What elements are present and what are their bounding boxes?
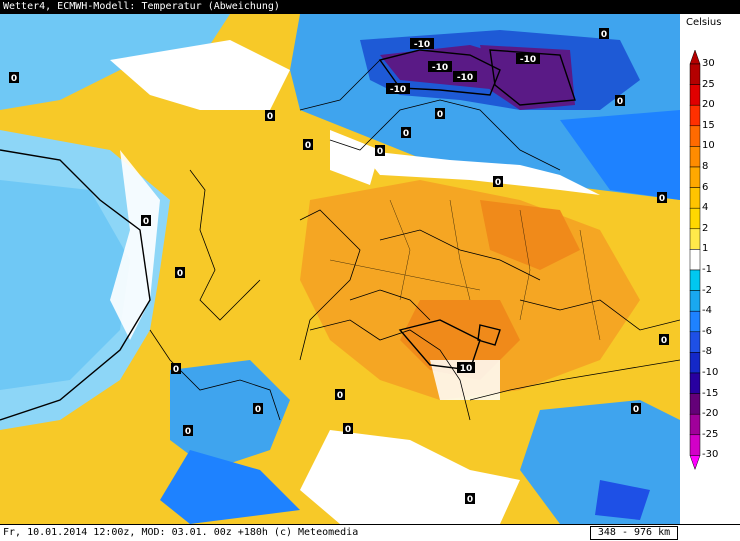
legend-tick-label: -2 [702, 284, 712, 296]
legend-tick-label: 15 [702, 119, 715, 131]
legend-swatch [689, 372, 701, 394]
legend-swatch [689, 310, 701, 333]
legend-tick-label: 1 [702, 243, 709, 255]
legend-swatch [689, 125, 701, 147]
legend-swatch [689, 166, 701, 188]
legend-colorbar [689, 49, 701, 471]
contour-label: 0 [377, 147, 383, 157]
contour-label: 0 [495, 178, 501, 188]
contour-label: 0 [143, 217, 149, 227]
legend-swatch [689, 269, 701, 291]
legend-tick-label: -30 [702, 449, 719, 461]
legend-tick-label: -25 [702, 428, 719, 440]
contour-label: 0 [601, 30, 607, 40]
legend-tick-label: 8 [702, 161, 709, 172]
legend-swatch [689, 352, 701, 374]
legend-tick-label: 6 [702, 181, 709, 193]
contour-label: 0 [177, 269, 183, 279]
contour-label: 0 [305, 141, 311, 151]
legend-swatch [689, 434, 701, 456]
legend-tick-label: -1 [702, 264, 712, 275]
legend-tick-label: -10 [702, 367, 719, 378]
legend-swatch [689, 249, 701, 271]
legend-tick-label: -20 [702, 408, 719, 420]
contour-label: 0 [633, 405, 639, 415]
legend-tick-label: 20 [702, 99, 715, 111]
map-canvas: -10 -10 -10 -10 -10 0 0 0 0 0 0 0 0 0 0 … [0, 14, 680, 524]
contour-label: 0 [661, 336, 667, 346]
contour-label: 0 [345, 425, 351, 435]
legend-tick-label: 2 [702, 222, 709, 234]
legend-swatch [689, 104, 701, 127]
contour-label: 0 [659, 194, 665, 204]
contour-label: 0 [467, 495, 473, 505]
legend-tick-label: -6 [702, 325, 712, 337]
legend-swatch [689, 331, 701, 353]
contour-label: 0 [11, 74, 17, 84]
contour-label: -10 [414, 40, 430, 50]
legend-swatch [689, 393, 701, 415]
contour-labels: -10 -10 -10 -10 -10 0 0 0 0 0 0 0 0 0 0 … [9, 28, 669, 505]
legend-swatch [689, 63, 701, 85]
contour-label: 0 [185, 427, 191, 437]
legend-swatch [689, 187, 701, 209]
contour-label: -10 [457, 73, 473, 83]
contour-label: 0 [403, 129, 409, 139]
color-legend: Celsius 30 25 20 15 10 8 6 4 2 1 -1 -2 -4 -6 -8 -10 -15 -… [680, 14, 740, 524]
legend-swatch [689, 207, 701, 230]
legend-swatch [689, 228, 701, 250]
contour-label: -10 [432, 63, 448, 73]
footer-timestamp: Fr, 10.01.2014 12:00z, MOD: 03.01. 00z +… [3, 527, 359, 538]
legend-tick-label: -4 [702, 305, 712, 317]
legend-unit: Celsius [686, 17, 722, 28]
legend-tick-label: 4 [702, 202, 709, 214]
contour-label: 10 [460, 364, 473, 374]
map-scale: 348 - 976 km [590, 526, 678, 540]
contour-label: 0 [255, 405, 261, 415]
legend-swatch [689, 146, 701, 168]
legend-swatch [689, 290, 701, 312]
legend-tick-label: 10 [702, 140, 715, 152]
legend-tick-label: 30 [702, 58, 715, 69]
legend-tick-label: -15 [702, 387, 719, 399]
contour-label: 0 [337, 391, 343, 401]
contour-label: 0 [173, 365, 179, 375]
legend-tick-label: -8 [702, 346, 712, 358]
temperature-anomaly-map: -10 -10 -10 -10 -10 0 0 0 0 0 0 0 0 0 0 … [0, 14, 680, 524]
legend-swatch [689, 413, 701, 436]
legend-swatch [689, 84, 701, 106]
legend-top-arrow [689, 49, 701, 65]
contour-label: 0 [617, 97, 623, 107]
contour-label: 0 [267, 112, 273, 122]
contour-label: 0 [437, 110, 443, 120]
legend-tick-label: 25 [702, 78, 715, 90]
contour-label: -10 [390, 85, 406, 95]
footer-bar: Fr, 10.01.2014 12:00z, MOD: 03.01. 00z +… [0, 524, 740, 541]
contour-label: -10 [520, 55, 536, 65]
legend-bottom-arrow [689, 455, 701, 471]
map-title: Wetter4, ECMWH-Modell: Temperatur (Abwei… [0, 0, 740, 14]
